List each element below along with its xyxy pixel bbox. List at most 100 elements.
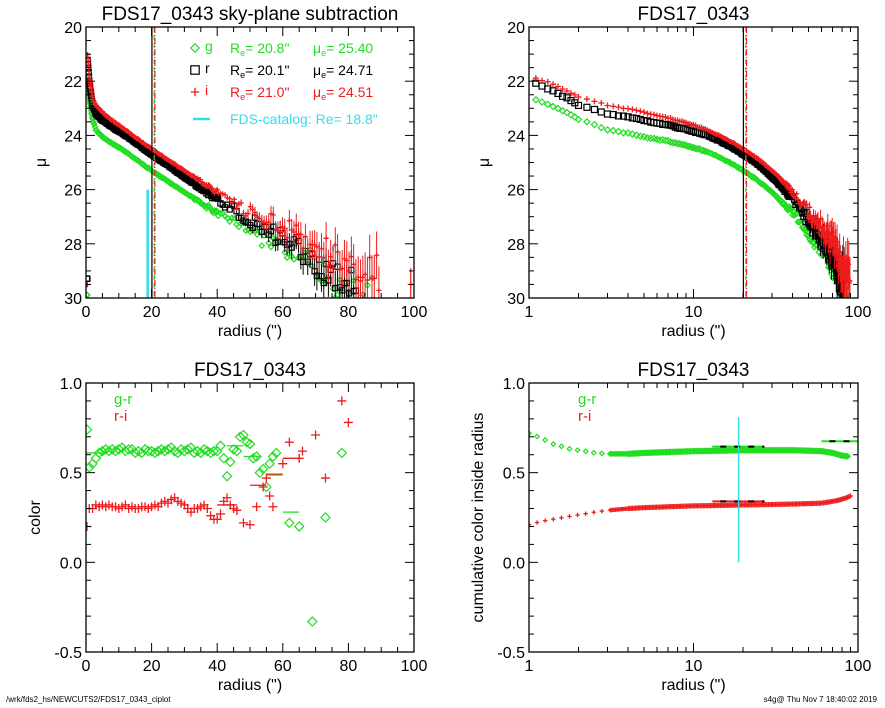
data-point-g-r xyxy=(284,517,295,529)
data-point-r xyxy=(583,103,591,111)
data-point-g-r xyxy=(550,440,557,448)
data-point-r xyxy=(628,114,636,122)
y-tick-label: 30 xyxy=(507,291,525,308)
data-point-g xyxy=(661,136,670,145)
plot-frame xyxy=(85,382,415,653)
data-point-g xyxy=(811,241,819,249)
legend-re-g: Re= 20.8" xyxy=(230,40,289,58)
x-tick-label: 20 xyxy=(143,304,161,321)
legend-mu-value: = 24.71 xyxy=(326,62,373,78)
data-point-r-i xyxy=(284,437,294,447)
data-point-r-i xyxy=(265,491,275,501)
data-point-r xyxy=(544,85,552,93)
data-point-g-r xyxy=(90,452,102,464)
legend-band-g: g xyxy=(205,38,213,54)
data-point-g xyxy=(666,138,675,146)
x-tick-label: 40 xyxy=(208,304,226,321)
legend-mu-subscript: e xyxy=(321,48,326,58)
data-point-g-r xyxy=(574,447,581,454)
y-tick-label: 0.5 xyxy=(60,466,82,483)
legend-re-subscript: e xyxy=(240,48,245,58)
x-axis-label: radius (") xyxy=(661,677,725,694)
legend-mu-subscript: e xyxy=(321,92,326,102)
x-axis-label: radius (") xyxy=(218,677,282,694)
data-point-r xyxy=(567,96,575,105)
x-tick-label: 80 xyxy=(340,304,358,321)
legend-re-symbol: R xyxy=(230,40,240,56)
x-tick-label: 40 xyxy=(208,658,226,675)
legend-mu-symbol: μ xyxy=(313,84,321,100)
data-point-g xyxy=(603,126,612,134)
data-point-r-i xyxy=(529,522,532,527)
data-point-g-r xyxy=(162,444,174,455)
data-point-g xyxy=(669,138,677,147)
legend-g-r: g-r xyxy=(114,391,132,408)
x-tick-label: 100 xyxy=(845,304,872,321)
x-tick-label: 1 xyxy=(525,658,534,675)
data-point-g xyxy=(281,248,289,256)
data-point-g xyxy=(89,118,97,126)
y-tick-label: 28 xyxy=(507,237,525,254)
data-point-g-r xyxy=(529,430,533,437)
data-point-g xyxy=(682,141,690,150)
data-point-g-r xyxy=(110,445,121,457)
footer-timestamp: s4g@ Thu Nov 7 18:40:02 2019 xyxy=(763,695,877,704)
legend-mu-symbol: μ xyxy=(313,40,321,56)
data-point-g xyxy=(583,117,591,126)
legend-re-symbol: R xyxy=(230,62,240,78)
legend-mu-symbol: μ xyxy=(313,62,321,78)
data-point-g xyxy=(687,143,696,152)
data-point-r-i xyxy=(551,517,556,522)
data-point-g xyxy=(699,146,708,155)
data-point-i xyxy=(640,109,647,116)
data-point-i xyxy=(625,105,632,112)
data-point-i xyxy=(650,111,657,118)
data-point-r xyxy=(214,193,221,201)
data-point-g xyxy=(597,123,606,132)
data-point-g xyxy=(563,108,571,117)
data-point-i xyxy=(615,104,622,111)
data-point-g xyxy=(703,148,711,156)
data-point-r-i xyxy=(202,504,212,514)
data-point-i xyxy=(222,192,228,198)
x-tick-label: 10 xyxy=(685,658,703,675)
data-point-g-r xyxy=(590,449,597,456)
data-point-g-r xyxy=(293,521,305,532)
data-layer xyxy=(86,52,414,298)
data-point-r-i xyxy=(320,473,330,483)
data-point-i xyxy=(229,199,235,205)
data-point-g-r xyxy=(566,445,573,452)
data-point-i xyxy=(554,83,561,90)
data-point-i xyxy=(197,177,204,183)
y-tick-label: 20 xyxy=(64,20,82,37)
chart-title: FDS17_0343 xyxy=(194,360,306,381)
legend-re-i: Re= 21.0" xyxy=(230,84,289,102)
data-point-i xyxy=(86,63,92,70)
data-point-g xyxy=(609,126,618,135)
data-point-r xyxy=(574,101,583,110)
data-point-i xyxy=(610,103,617,110)
data-point-g xyxy=(90,120,98,128)
data-point-g xyxy=(689,143,698,152)
data-point-i xyxy=(206,182,212,188)
legend-re-value: = 20.8" xyxy=(245,40,289,56)
data-layer xyxy=(529,430,858,527)
data-point-g-r xyxy=(842,452,850,460)
data-point-g-r xyxy=(198,444,210,455)
data-point-g xyxy=(574,115,583,124)
data-point-r xyxy=(619,112,628,120)
data-point-g xyxy=(716,154,724,162)
footer-file-path: /wrk/fds2_hs/NEWCUTS2/FDS17_0343_ciplot xyxy=(6,695,171,704)
legend-mu-r: μe= 24.71 xyxy=(313,62,373,80)
chart-color-profile: g-rr-i FDS17_0343 0 20 40 60 80 100 -0.5 0.0 0.5 1.… xyxy=(27,360,427,694)
legend-re-r: Re= 20.1" xyxy=(230,62,289,80)
data-point-g xyxy=(554,104,562,113)
x-tick-label: 20 xyxy=(143,658,161,675)
data-point-g-r xyxy=(113,444,125,455)
legend-mu-i: μe= 24.51 xyxy=(313,84,373,102)
data-point-g-r xyxy=(241,436,253,448)
data-point-i xyxy=(591,98,598,105)
data-point-g-r xyxy=(244,438,256,450)
data-point-r-i xyxy=(847,493,854,499)
